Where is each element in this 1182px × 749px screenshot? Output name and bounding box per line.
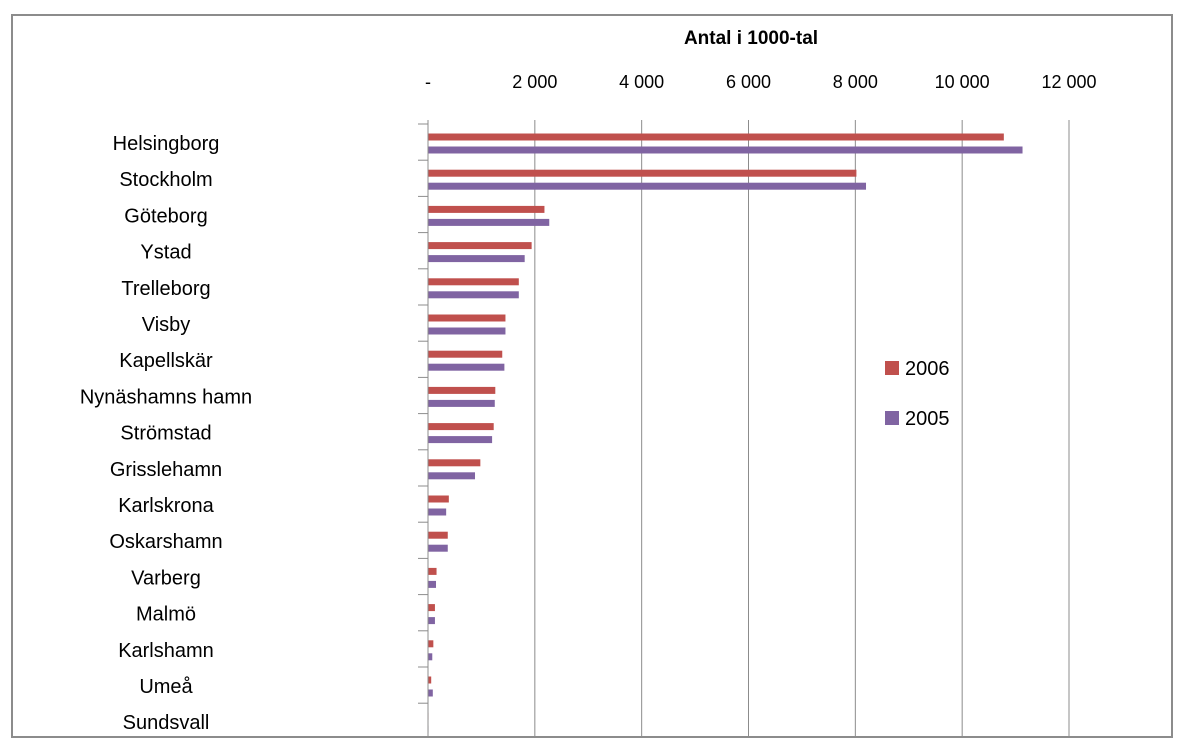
y-category-label: Karlskrona <box>118 495 214 517</box>
bar-2005-Göteborg <box>428 218 550 226</box>
y-category-label: Strömstad <box>120 423 211 445</box>
x-tick-label: 12 000 <box>1041 72 1096 92</box>
y-category-label: Ystad <box>140 242 191 264</box>
bar-2006-Strömstad <box>428 423 494 431</box>
y-category-label: Trelleborg <box>121 278 210 300</box>
x-tick-label: 4 000 <box>619 72 664 92</box>
y-category-label: Kapellskär <box>119 350 213 372</box>
y-category-label: Visby <box>142 314 191 336</box>
y-category-label: Sundsvall <box>123 712 210 734</box>
x-tick-label: 2 000 <box>512 72 557 92</box>
bar-2006-Kapellskär <box>428 350 503 358</box>
y-category-label: Grisslehamn <box>110 459 222 481</box>
bar-2005-Malmö <box>428 617 435 625</box>
y-category-label: Malmö <box>136 604 196 626</box>
y-category-label: Göteborg <box>124 205 207 227</box>
legend-label: 2006 <box>905 358 950 380</box>
x-tick-label: - <box>425 72 431 92</box>
bar-2005-Varberg <box>428 580 437 588</box>
y-axis-category-labels: Helsingborg Stockholm Göteborg Ystad Trelleb… <box>80 133 252 734</box>
bar-2006-Helsingborg <box>428 133 1004 141</box>
bar-2005-Ystad <box>428 255 525 263</box>
bar-2005-Visby <box>428 327 506 335</box>
bar-2005-Helsingborg <box>428 146 1023 154</box>
legend-swatch <box>885 361 899 375</box>
bar-2005-Umeå <box>428 689 433 697</box>
bar-2005-Trelleborg <box>428 291 519 299</box>
bar-2006-Nynäshamns hamn <box>428 386 496 394</box>
chart-frame: Antal i 1000-tal - 2 000 4 000 6 000 8 000 10… <box>11 14 1173 738</box>
bar-2005-Kapellskär <box>428 363 505 371</box>
legend-swatch <box>885 411 899 425</box>
bar-2005-Karlshamn <box>428 653 433 661</box>
bar-2006-Grisslehamn <box>428 459 481 467</box>
x-tick-label: 10 000 <box>935 72 990 92</box>
bar-2006-Oskarshamn <box>428 531 448 539</box>
bars <box>428 133 1023 733</box>
y-category-label: Umeå <box>139 676 193 698</box>
bar-2005-Stockholm <box>428 182 867 190</box>
x-tick-label: 6 000 <box>726 72 771 92</box>
legend-label: 2005 <box>905 408 950 430</box>
x-axis-tick-labels: - 2 000 4 000 6 000 8 000 10 000 12 000 <box>425 72 1097 92</box>
gridlines <box>534 120 1070 736</box>
bar-2005-Strömstad <box>428 436 493 444</box>
legend: 2006 2005 <box>885 358 950 430</box>
bar-2005-Grisslehamn <box>428 472 476 480</box>
bar-2006-Umeå <box>428 676 432 684</box>
bar-2006-Göteborg <box>428 205 545 213</box>
bar-2006-Malmö <box>428 604 435 612</box>
bar-2005-Nynäshamns hamn <box>428 399 495 407</box>
y-category-label: Oskarshamn <box>109 531 222 553</box>
y-category-label: Helsingborg <box>113 133 220 155</box>
bar-2005-Oskarshamn <box>428 544 448 552</box>
x-tick-label: 8 000 <box>833 72 878 92</box>
bar-2006-Varberg <box>428 567 437 575</box>
bar-2006-Karlshamn <box>428 640 434 648</box>
bar-2006-Karlskrona <box>428 495 449 503</box>
chart-title: Antal i 1000-tal <box>684 28 818 49</box>
bar-chart: Antal i 1000-tal - 2 000 4 000 6 000 8 000 10… <box>80 28 1097 736</box>
bar-2006-Visby <box>428 314 506 322</box>
bar-2006-Ystad <box>428 242 532 250</box>
y-axis <box>418 120 429 736</box>
y-category-label: Stockholm <box>119 169 212 191</box>
bar-2006-Stockholm <box>428 169 857 177</box>
y-category-label: Karlshamn <box>118 640 214 662</box>
bar-2006-Trelleborg <box>428 278 519 286</box>
y-category-label: Nynäshamns hamn <box>80 386 252 408</box>
bar-2005-Karlskrona <box>428 508 447 516</box>
y-category-label: Varberg <box>131 567 201 589</box>
